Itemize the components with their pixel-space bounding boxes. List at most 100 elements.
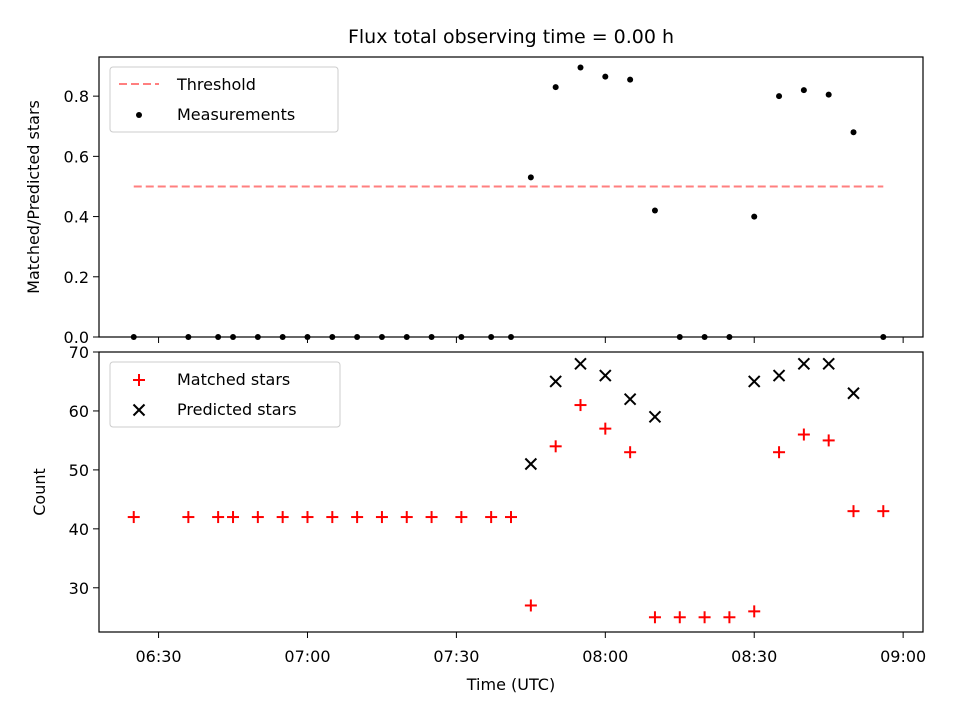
measurement-point xyxy=(130,334,137,340)
measurement-point xyxy=(279,334,286,340)
measurement-point xyxy=(403,334,410,340)
measurement-point xyxy=(701,334,708,340)
matched-star-point xyxy=(673,611,686,624)
measurement-point xyxy=(776,93,783,100)
measurement-point xyxy=(304,334,311,340)
measurement-point xyxy=(230,334,237,340)
top-y-tick-label: 0.8 xyxy=(64,87,89,106)
matched-star-point xyxy=(822,434,835,447)
predicted-star-marker-b xyxy=(748,375,761,388)
top-legend-box xyxy=(109,66,339,133)
measurement-point xyxy=(488,334,495,340)
matched-star-point xyxy=(524,599,537,612)
measurement-point xyxy=(577,64,584,71)
matched-star-point xyxy=(624,446,637,459)
matched-star-point xyxy=(301,511,314,524)
matched-star-point xyxy=(127,511,140,524)
measurement-point xyxy=(800,87,807,94)
matched-star-point xyxy=(227,511,240,524)
predicted-star-point xyxy=(599,369,612,382)
matched-star-point xyxy=(425,511,438,524)
legend-measurements-swatch xyxy=(136,112,142,118)
matched-star-point xyxy=(773,446,786,459)
predicted-star-marker-b xyxy=(648,410,662,424)
measurement-point xyxy=(254,334,261,340)
measurement-point xyxy=(880,334,887,340)
predicted-star-marker-b xyxy=(847,387,860,400)
x-tick-label: 09:00 xyxy=(880,647,926,666)
legend-predicted-swatch-b xyxy=(132,403,146,417)
matched-star-point xyxy=(574,399,587,412)
top-y-tick-label: 0.6 xyxy=(64,147,89,166)
matched-star-point xyxy=(748,605,761,618)
measurement-point xyxy=(428,334,435,340)
matched-star-point xyxy=(400,511,413,524)
measurement-point xyxy=(850,129,857,136)
measurement-point xyxy=(508,334,514,340)
measurement-point xyxy=(825,91,832,98)
bottom-legend: Matched stars Predicted stars xyxy=(109,361,341,428)
x-tick-label: 08:00 xyxy=(582,647,628,666)
bottom-y-tick-label: 60 xyxy=(69,402,89,421)
predicted-star-marker-b xyxy=(623,392,637,406)
measurement-point xyxy=(751,213,758,220)
legend-measurements-label: Measurements xyxy=(177,105,295,124)
predicted-star-marker-b xyxy=(797,357,811,370)
matched-star-point xyxy=(182,511,195,524)
bottom-panel-frame xyxy=(98,351,924,633)
matched-star-point xyxy=(599,422,612,435)
measurement-point xyxy=(602,73,609,80)
matched-star-point xyxy=(326,511,339,524)
matched-star-point xyxy=(485,511,498,524)
measurement-point xyxy=(527,174,534,181)
matched-star-point xyxy=(549,440,562,453)
legend-predicted-label: Predicted stars xyxy=(177,400,297,419)
bottom-legend-box xyxy=(109,361,341,428)
matched-star-point xyxy=(698,611,711,624)
predicted-star-point xyxy=(524,457,538,471)
bottom-y-tick-label: 40 xyxy=(69,520,89,539)
top-legend: Threshold Measurements xyxy=(109,66,339,133)
matched-star-point xyxy=(212,511,225,524)
x-tick-label: 06:30 xyxy=(136,647,182,666)
measurement-point xyxy=(726,334,733,340)
measurement-point xyxy=(378,334,385,340)
measurement-point xyxy=(627,76,634,83)
matched-star-point xyxy=(505,511,517,524)
predicted-star-point xyxy=(648,410,662,424)
top-y-tick-label: 0.0 xyxy=(64,328,89,347)
matched-star-point xyxy=(723,611,736,624)
top-y-axis-label: Matched/Predicted stars xyxy=(24,100,43,294)
measurement-point xyxy=(354,334,361,340)
predicted-star-point xyxy=(797,357,811,370)
top-y-tick-label: 0.4 xyxy=(64,208,89,227)
measurement-point xyxy=(329,334,336,340)
matched-star-point xyxy=(351,511,364,524)
predicted-star-marker-b xyxy=(524,457,538,471)
x-tick-label: 08:30 xyxy=(731,647,777,666)
predicted-star-marker-b xyxy=(772,369,786,382)
chart-title: Flux total observing time = 0.00 h xyxy=(348,26,674,48)
predicted-star-marker-b xyxy=(549,375,562,388)
predicted-star-point xyxy=(574,357,587,370)
x-tick-label: 07:00 xyxy=(284,647,330,666)
matched-star-point xyxy=(375,511,388,524)
matched-star-point xyxy=(276,511,289,524)
predicted-star-point xyxy=(847,387,860,400)
measurement-point xyxy=(185,334,192,340)
predicted-star-marker-b xyxy=(574,357,587,370)
legend-threshold-label: Threshold xyxy=(176,75,256,94)
bottom-y-axis-label: Count xyxy=(30,468,49,516)
measurement-point xyxy=(676,334,683,340)
predicted-star-marker-b xyxy=(599,369,612,382)
matched-star-point xyxy=(797,428,810,441)
matched-star-point xyxy=(877,505,890,518)
predicted-star-point xyxy=(822,357,835,370)
predicted-star-marker-b xyxy=(822,357,835,370)
top-y-tick-label: 0.2 xyxy=(64,268,89,287)
x-axis-label: Time (UTC) xyxy=(466,675,555,694)
measurement-point xyxy=(651,207,658,214)
matched-star-point xyxy=(455,511,468,524)
predicted-star-point xyxy=(772,369,786,382)
